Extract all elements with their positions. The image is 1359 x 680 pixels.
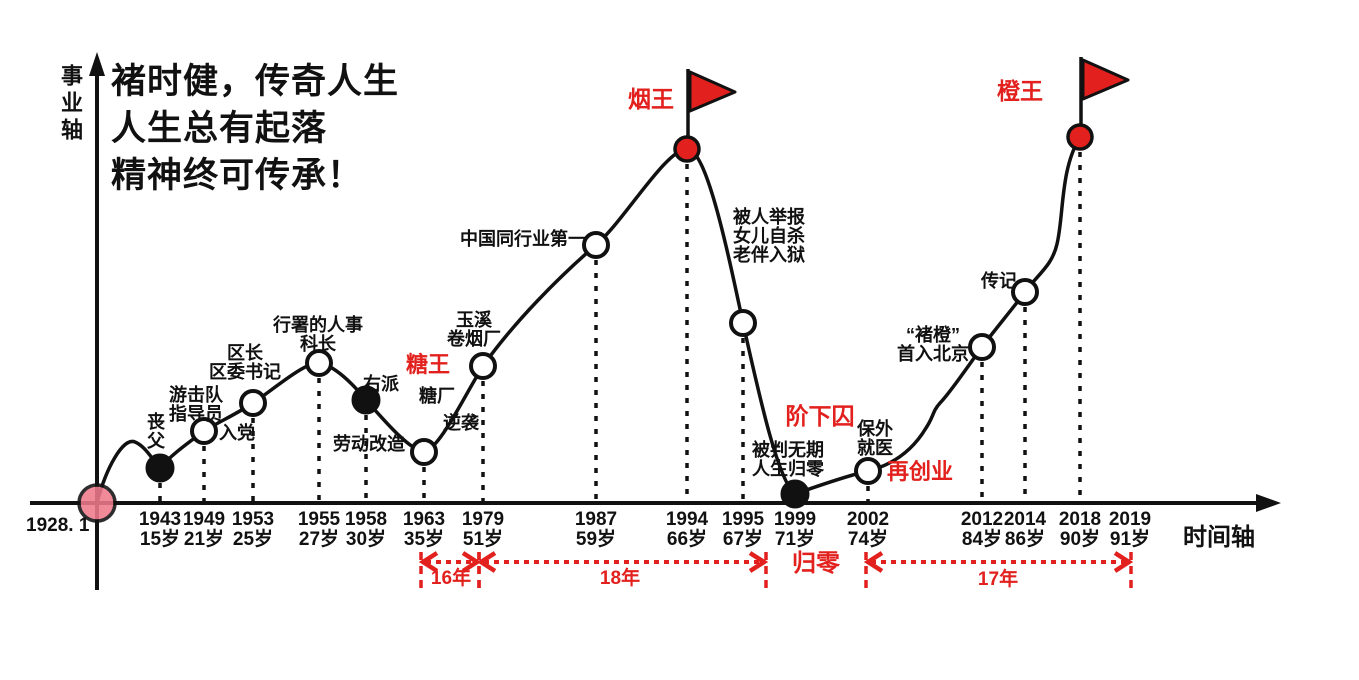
tick-2019: 2019 91岁 xyxy=(1108,509,1152,550)
origin-point xyxy=(77,483,117,523)
point-1958 xyxy=(351,385,381,415)
tick-2012: 2012 84岁 xyxy=(960,509,1004,550)
event-reported-tragedy: 被人举报 女儿自杀 老伴入狱 xyxy=(733,207,805,265)
y-axis-arrowhead xyxy=(89,52,105,76)
event-comeback: 逆袭 xyxy=(443,413,479,433)
event-guerrilla-instructor: 游击队 指导员 xyxy=(169,385,223,424)
tick-1995: 1995 67岁 xyxy=(721,509,765,550)
flag-icon-2018 xyxy=(1081,58,1130,101)
span-arrow-left-1 xyxy=(476,551,497,573)
title-sugar-king: 糖王 xyxy=(405,352,451,377)
point-1949 xyxy=(190,417,218,445)
y-axis-label: 事业轴 xyxy=(58,64,83,145)
flag-icon-1994 xyxy=(688,70,737,113)
event-rightist: 右派 xyxy=(363,374,399,394)
tick-1955: 1955 27岁 xyxy=(297,509,341,550)
span-arrow-right-3 xyxy=(1113,551,1134,573)
point-2012 xyxy=(968,333,996,361)
tick-1953: 1953 25岁 xyxy=(231,509,275,550)
span-arrow-left-0 xyxy=(418,551,439,573)
span-label-17-years: 17年 xyxy=(977,569,1019,590)
point-2014 xyxy=(1011,278,1039,306)
event-join-party: 入党 xyxy=(219,423,255,443)
point-1955 xyxy=(305,349,333,377)
span-label-18-years: 18年 xyxy=(599,568,641,589)
event-life-sentence: 被判无期 人生归零 xyxy=(752,440,824,479)
point-1994 xyxy=(673,135,701,163)
point-1987 xyxy=(582,231,610,259)
red-measure-spans xyxy=(418,551,1134,593)
dashed-connectors xyxy=(158,152,1082,501)
tick-1949: 1949 21岁 xyxy=(182,509,226,550)
tick-2002: 2002 74岁 xyxy=(846,509,890,550)
tick-1979: 1979 51岁 xyxy=(461,509,505,550)
event-china-industry-first: 中国同行业第一 xyxy=(460,229,586,249)
x-axis-label: 时间轴 xyxy=(1183,524,1255,551)
title-restart-business: 再创业 xyxy=(886,459,954,484)
title-tobacco-king: 烟王 xyxy=(628,86,674,112)
point-2018 xyxy=(1066,123,1094,151)
event-medical-parole: 保外 就医 xyxy=(857,419,893,458)
career-curve xyxy=(95,136,1082,504)
tick-1999: 1999 71岁 xyxy=(773,509,817,550)
point-1995 xyxy=(729,309,757,337)
tick-1958: 1958 30岁 xyxy=(344,509,388,550)
event-biography: 传记 xyxy=(981,271,1017,291)
event-sugar-factory: 糖厂 xyxy=(419,386,455,406)
tick-1987: 1987 59岁 xyxy=(574,509,618,550)
point-2002 xyxy=(854,457,882,485)
tick-1943: 1943 15岁 xyxy=(138,509,182,550)
point-1979 xyxy=(469,352,497,380)
point-1999 xyxy=(780,479,810,509)
event-personnel-chief: 行署的人事 科长 xyxy=(273,315,363,354)
tick-2018: 2018 90岁 xyxy=(1058,509,1102,550)
event-chucheng-beijing: “褚橙” 首入北京 xyxy=(897,325,969,364)
point-1953 xyxy=(239,389,267,417)
x-axis-arrowhead xyxy=(1256,494,1281,512)
span-arrow-right-1 xyxy=(748,551,769,573)
event-labor-reform: 劳动改造 xyxy=(333,434,405,454)
tick-1994: 1994 66岁 xyxy=(665,509,709,550)
page-title: 褚时健，传奇人生 人生总有起落 精神终可传承！ xyxy=(111,62,400,195)
span-label-16-years: 16年 xyxy=(430,568,472,589)
point-1963 xyxy=(410,438,438,466)
origin-year-label: 1928. 1 xyxy=(26,515,90,536)
label-reset-to-zero: 归零 xyxy=(792,550,840,577)
span-arrow-left-3 xyxy=(863,551,884,573)
point-1943 xyxy=(145,453,175,483)
title-orange-king: 橙王 xyxy=(997,78,1043,104)
data-point-markers xyxy=(77,57,1130,523)
event-loss-of-father: 丧 父 xyxy=(147,412,165,451)
title-prisoner: 阶下囚 xyxy=(785,403,855,429)
event-district-chief: 区长 区委书记 xyxy=(209,343,281,382)
tick-1963: 1963 35岁 xyxy=(402,509,446,550)
event-yuxi-cigarette-factory: 玉溪 卷烟厂 xyxy=(447,310,501,349)
tick-2014: 2014 86岁 xyxy=(1003,509,1047,550)
